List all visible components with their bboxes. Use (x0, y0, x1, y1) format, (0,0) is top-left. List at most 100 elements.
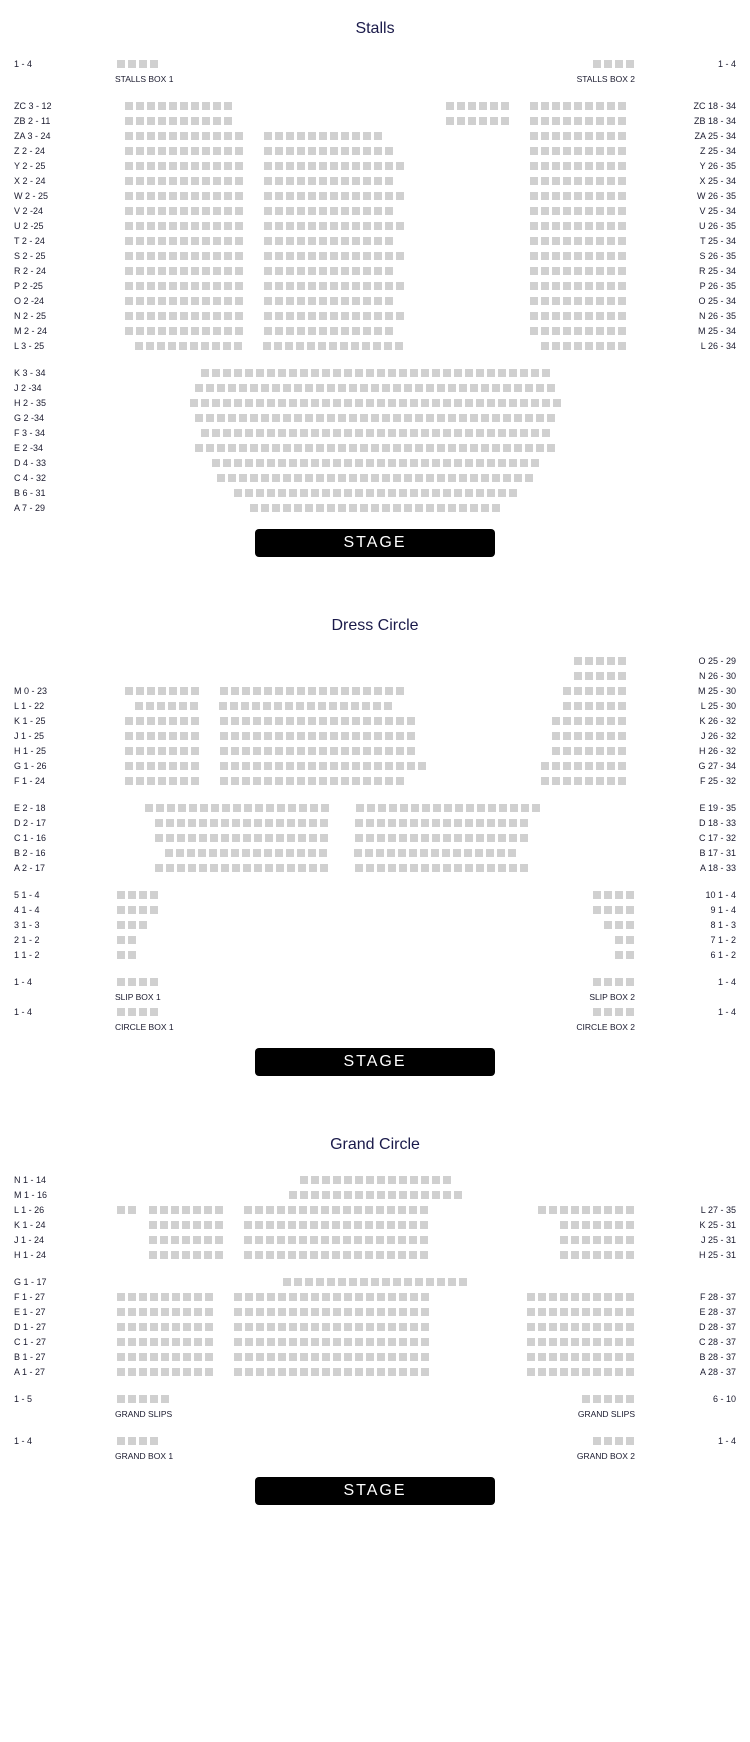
seat[interactable] (374, 132, 382, 140)
seat[interactable] (204, 1206, 212, 1214)
seat[interactable] (349, 444, 357, 452)
seat[interactable] (309, 834, 317, 842)
seat[interactable] (278, 369, 286, 377)
seat[interactable] (487, 429, 495, 437)
seat[interactable] (541, 237, 549, 245)
seat[interactable] (275, 162, 283, 170)
seat[interactable] (147, 717, 155, 725)
seat[interactable] (117, 1437, 125, 1445)
seat[interactable] (542, 429, 550, 437)
seat[interactable] (158, 132, 166, 140)
seat[interactable] (514, 414, 522, 422)
seat[interactable] (209, 849, 217, 857)
seat[interactable] (191, 252, 199, 260)
seat[interactable] (574, 147, 582, 155)
seat[interactable] (125, 132, 133, 140)
seat[interactable] (320, 819, 328, 827)
seat[interactable] (615, 1338, 623, 1346)
seat[interactable] (242, 777, 250, 785)
seat[interactable] (395, 342, 403, 350)
seat[interactable] (385, 282, 393, 290)
seat[interactable] (150, 1338, 158, 1346)
seat[interactable] (128, 1323, 136, 1331)
seat[interactable] (563, 147, 571, 155)
seat[interactable] (168, 342, 176, 350)
seat[interactable] (541, 102, 549, 110)
seat[interactable] (563, 192, 571, 200)
seat[interactable] (297, 282, 305, 290)
seat[interactable] (194, 1293, 202, 1301)
seat[interactable] (223, 369, 231, 377)
seat[interactable] (330, 237, 338, 245)
seat[interactable] (156, 804, 164, 812)
seat[interactable] (136, 687, 144, 695)
seat[interactable] (574, 777, 582, 785)
seat[interactable] (574, 252, 582, 260)
seat[interactable] (415, 504, 423, 512)
seat[interactable] (194, 1323, 202, 1331)
seat[interactable] (322, 1293, 330, 1301)
seat[interactable] (195, 414, 203, 422)
seat[interactable] (136, 207, 144, 215)
seat[interactable] (596, 177, 604, 185)
seat[interactable] (169, 312, 177, 320)
seat[interactable] (421, 1176, 429, 1184)
seat[interactable] (563, 732, 571, 740)
seat[interactable] (278, 1338, 286, 1346)
seat[interactable] (582, 1353, 590, 1361)
seat[interactable] (626, 1437, 634, 1445)
seat[interactable] (437, 1278, 445, 1286)
seat[interactable] (520, 429, 528, 437)
seat[interactable] (448, 414, 456, 422)
seat[interactable] (150, 1353, 158, 1361)
seat[interactable] (213, 252, 221, 260)
seat[interactable] (191, 177, 199, 185)
seat[interactable] (264, 747, 272, 755)
seat[interactable] (231, 732, 239, 740)
seat[interactable] (615, 936, 623, 944)
seat[interactable] (596, 672, 604, 680)
seat[interactable] (571, 1221, 579, 1229)
seat[interactable] (352, 192, 360, 200)
seat[interactable] (541, 207, 549, 215)
seat[interactable] (626, 921, 634, 929)
seat[interactable] (352, 747, 360, 755)
seat[interactable] (476, 489, 484, 497)
seat[interactable] (549, 1293, 557, 1301)
seat[interactable] (275, 312, 283, 320)
seat[interactable] (385, 222, 393, 230)
seat[interactable] (147, 297, 155, 305)
seat[interactable] (552, 747, 560, 755)
seat[interactable] (266, 1251, 274, 1259)
seat[interactable] (309, 864, 317, 872)
seat[interactable] (308, 177, 316, 185)
seat[interactable] (221, 834, 229, 842)
seat[interactable] (387, 1236, 395, 1244)
seat[interactable] (481, 384, 489, 392)
seat[interactable] (487, 399, 495, 407)
seat[interactable] (615, 1437, 623, 1445)
seat[interactable] (349, 474, 357, 482)
seat[interactable] (618, 192, 626, 200)
seat[interactable] (322, 369, 330, 377)
seat[interactable] (117, 1008, 125, 1016)
seat[interactable] (498, 459, 506, 467)
seat[interactable] (117, 906, 125, 914)
seat[interactable] (285, 342, 293, 350)
seat[interactable] (437, 474, 445, 482)
seat[interactable] (604, 60, 612, 68)
seat[interactable] (384, 342, 392, 350)
seat[interactable] (432, 459, 440, 467)
seat[interactable] (224, 222, 232, 230)
seat[interactable] (234, 1323, 242, 1331)
seat[interactable] (341, 177, 349, 185)
seat[interactable] (501, 102, 509, 110)
seat[interactable] (374, 192, 382, 200)
seat[interactable] (374, 207, 382, 215)
seat[interactable] (256, 1353, 264, 1361)
seat[interactable] (563, 162, 571, 170)
seat[interactable] (470, 504, 478, 512)
seat[interactable] (448, 444, 456, 452)
seat[interactable] (150, 1308, 158, 1316)
seat[interactable] (147, 747, 155, 755)
